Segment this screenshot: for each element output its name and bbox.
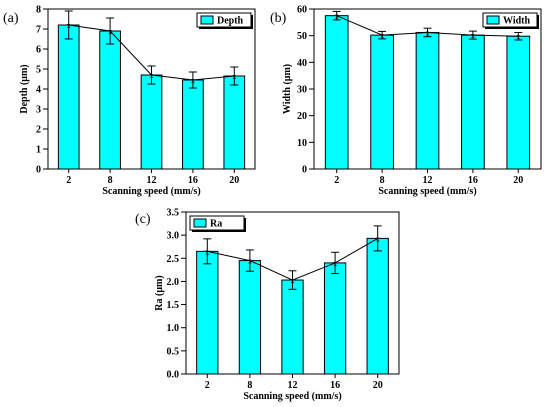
bar <box>323 262 347 375</box>
x-tick-label: 20 <box>229 175 239 186</box>
y-tick-label: 50 <box>297 31 307 42</box>
y-tick-label: 0 <box>36 165 41 176</box>
y-tick-label: 0 <box>302 165 307 176</box>
y-axis-label: Ra (μm) <box>154 275 165 310</box>
data-point-marker: x <box>150 71 154 80</box>
trend-line <box>68 24 235 81</box>
y-tick-label: 8 <box>36 5 41 16</box>
bar <box>324 15 349 170</box>
data-point-marker: x <box>426 28 430 37</box>
y-tick-label: 0.5 <box>167 346 180 357</box>
legend-label: Depth <box>217 16 244 27</box>
x-tick-label: 12 <box>288 380 298 391</box>
x-tick-label: 8 <box>108 175 113 186</box>
bar <box>461 34 485 170</box>
x-axis-label: Scanning speed (mm/s) <box>102 186 200 197</box>
y-axis-label: Width (μm) <box>282 64 293 114</box>
data-point-marker: x <box>333 259 337 268</box>
y-tick-label: 3.0 <box>167 231 180 242</box>
bar <box>506 35 531 170</box>
y-tick-label: 60 <box>297 5 307 16</box>
x-tick-label: 16 <box>468 175 478 186</box>
y-tick-label: 4 <box>36 85 41 96</box>
y-tick-label: 40 <box>297 58 307 69</box>
bar <box>99 30 121 170</box>
bar <box>366 237 389 375</box>
bar <box>57 24 80 170</box>
x-tick-label: 2 <box>334 175 339 186</box>
data-point-marker: x <box>232 72 236 81</box>
bar <box>182 79 204 170</box>
y-tick-label: 20 <box>297 111 307 122</box>
y-tick-label: 10 <box>297 138 307 149</box>
bar <box>370 34 394 170</box>
x-tick-label: 12 <box>423 175 433 186</box>
y-tick-label: 5 <box>36 65 41 76</box>
y-tick-label: 2.5 <box>167 254 180 265</box>
x-tick-label: 20 <box>513 175 523 186</box>
x-axis-label: Scanning speed (mm/s) <box>378 186 476 197</box>
data-point-marker: x <box>205 247 209 256</box>
data-point-marker: x <box>471 31 475 40</box>
y-axis-label: Depth (μm) <box>19 64 30 113</box>
legend-swatch <box>486 15 500 25</box>
x-tick-label: 12 <box>147 175 157 186</box>
y-tick-label: 30 <box>297 85 307 96</box>
x-tick-label: 20 <box>373 380 383 391</box>
bar <box>223 75 246 170</box>
panel-label: (b) <box>270 11 287 26</box>
bar <box>140 74 163 170</box>
chart-panel-width: x x x x x 0 10 20 30 40 50 60 2 8 12 16 20 Scanning speed… <box>270 5 542 197</box>
data-point-marker: x <box>516 32 520 41</box>
chart-panel-ra: x x x x x 0.0 0.5 1.0 1.5 2.0 2.5 3.0 3.5 2 8 12 16 20 Sca… <box>135 208 400 402</box>
bar <box>281 279 304 375</box>
bar <box>196 250 219 375</box>
y-tick-label: 3.5 <box>167 208 180 219</box>
x-tick-label: 16 <box>188 175 198 186</box>
y-tick-label: 0.0 <box>167 370 180 381</box>
trend-line <box>207 237 378 281</box>
x-tick-label: 2 <box>205 380 210 391</box>
data-point-marker: x <box>191 76 195 85</box>
y-tick-label: 3 <box>36 105 41 116</box>
data-point-marker: x <box>380 31 384 40</box>
legend-label: Ra <box>210 219 222 230</box>
data-point-marker: x <box>291 276 295 285</box>
y-tick-label: 6 <box>36 45 41 56</box>
legend-swatch <box>193 218 207 228</box>
x-tick-label: 8 <box>247 380 252 391</box>
data-point-marker: x <box>335 12 339 21</box>
x-tick-label: 2 <box>66 175 71 186</box>
x-tick-label: 16 <box>330 380 340 391</box>
legend-swatch <box>200 15 214 25</box>
y-tick-label: 1 <box>36 145 41 156</box>
y-tick-label: 1.0 <box>167 323 180 334</box>
x-axis-label: Scanning speed (mm/s) <box>243 391 341 402</box>
x-tick-label: 8 <box>380 175 385 186</box>
data-point-marker: x <box>67 21 71 30</box>
panel-label: (a) <box>3 11 19 26</box>
y-tick-label: 1.5 <box>167 300 180 311</box>
data-point-marker: x <box>376 234 380 243</box>
y-tick-label: 2 <box>36 125 41 136</box>
trend-line <box>336 15 519 37</box>
y-tick-label: 2.0 <box>167 277 180 288</box>
y-tick-label: 7 <box>36 25 41 36</box>
bar <box>415 31 440 170</box>
panel-label: (c) <box>135 212 151 227</box>
legend-label: Width <box>503 16 530 27</box>
bar <box>238 260 262 375</box>
data-point-marker: x <box>108 27 112 36</box>
data-point-marker: x <box>248 257 252 266</box>
